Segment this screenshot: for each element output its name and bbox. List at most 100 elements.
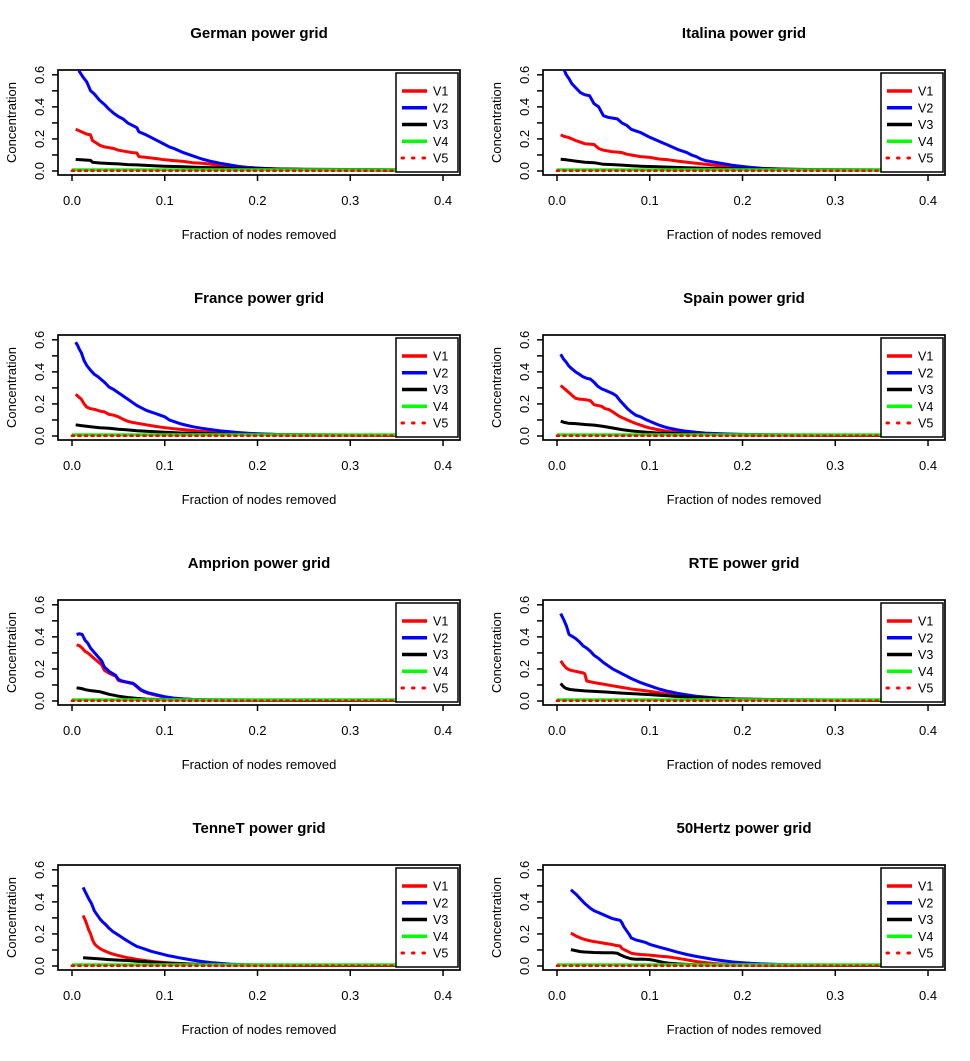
y-tick-label: 0.4 — [517, 363, 532, 381]
chart-panel-6: RTE power grid Fraction of nodes removed C… — [485, 530, 970, 795]
chart-svg: 50Hertz power grid Fraction of nodes remo… — [489, 820, 946, 1037]
x-tick-label: 0.2 — [733, 458, 751, 473]
x-tick-label: 0.2 — [248, 723, 266, 738]
y-axis-label: Concentration — [4, 877, 19, 958]
plot-frame — [542, 334, 946, 441]
x-tick-label: 0.0 — [548, 193, 566, 208]
y-tick-label: 0.2 — [32, 925, 47, 943]
chart-panel-2: Italina power grid Fraction of nodes remo… — [485, 0, 970, 265]
y-tick-label: 0.4 — [32, 98, 47, 116]
chart-title: France power grid — [194, 290, 324, 307]
chart-svg: France power grid Fraction of nodes remov… — [4, 290, 461, 507]
y-tick-label: 0.6 — [32, 331, 47, 349]
chart-title: Spain power grid — [683, 290, 805, 307]
x-tick-label: 0.3 — [341, 193, 359, 208]
legend-label-v2: V2 — [918, 896, 933, 910]
series-v1-line — [81, 914, 397, 967]
x-tick-label: 0.0 — [548, 458, 566, 473]
x-tick-label: 0.4 — [919, 723, 937, 738]
x-tick-label: 0.1 — [641, 988, 659, 1003]
legend-label-v5: V5 — [433, 682, 448, 696]
legend-label-v1: V1 — [433, 880, 448, 894]
chart-svg: RTE power grid Fraction of nodes removed C… — [489, 555, 946, 772]
series-v2-line — [76, 632, 397, 702]
x-axis-label: Fraction of nodes removed — [667, 227, 822, 242]
plot-frame — [542, 69, 946, 176]
x-tick-label: 0.4 — [919, 458, 937, 473]
x-tick-label: 0.3 — [826, 988, 844, 1003]
chart-svg: Italina power grid Fraction of nodes remo… — [489, 25, 946, 242]
x-tick-label: 0.2 — [733, 988, 751, 1003]
y-axis-label: Concentration — [489, 347, 504, 428]
chart-panel-5: Amprion power grid Fraction of nodes remo… — [0, 530, 485, 795]
legend-label-v3: V3 — [433, 118, 448, 132]
plot-frame — [57, 334, 461, 441]
y-tick-label: 0.0 — [32, 957, 47, 975]
legend-label-v1: V1 — [433, 350, 448, 364]
y-tick-label: 0.6 — [32, 861, 47, 879]
chart-title: TenneT power grid — [192, 820, 325, 837]
chart-panel-3: France power grid Fraction of nodes remov… — [0, 265, 485, 530]
plot-frame — [542, 864, 946, 971]
y-tick-label: 0.6 — [32, 66, 47, 84]
series-v2-line — [562, 70, 882, 172]
y-tick-label: 0.0 — [517, 427, 532, 445]
y-tick-label: 0.2 — [32, 130, 47, 148]
chart-title: Italina power grid — [682, 25, 806, 42]
x-tick-label: 0.3 — [341, 988, 359, 1003]
legend-label-v5: V5 — [918, 152, 933, 166]
x-tick-label: 0.4 — [434, 988, 452, 1003]
legend-label-v3: V3 — [433, 648, 448, 662]
series-v2-line — [77, 70, 397, 172]
y-tick-label: 0.0 — [32, 692, 47, 710]
x-tick-label: 0.2 — [733, 723, 751, 738]
y-axis-label: Concentration — [489, 82, 504, 163]
x-axis-label: Fraction of nodes removed — [182, 1022, 337, 1037]
y-tick-label: 0.0 — [517, 162, 532, 180]
y-tick-label: 0.6 — [517, 861, 532, 879]
x-axis-label: Fraction of nodes removed — [182, 492, 337, 507]
legend-label-v4: V4 — [433, 665, 448, 679]
y-tick-label: 0.2 — [517, 395, 532, 413]
y-tick-label: 0.0 — [517, 957, 532, 975]
series-v2-line — [559, 353, 882, 437]
y-tick-label: 0.4 — [32, 363, 47, 381]
y-tick-label: 0.4 — [32, 628, 47, 646]
x-axis-label: Fraction of nodes removed — [667, 757, 822, 772]
legend-label-v5: V5 — [433, 417, 448, 431]
series-v3-line — [560, 419, 882, 437]
chart-svg: TenneT power grid Fraction of nodes remov… — [4, 820, 461, 1037]
x-tick-label: 0.1 — [156, 458, 174, 473]
legend-label-v4: V4 — [918, 400, 933, 414]
x-tick-label: 0.2 — [248, 988, 266, 1003]
x-tick-label: 0.2 — [248, 458, 266, 473]
x-tick-label: 0.1 — [156, 723, 174, 738]
x-tick-label: 0.4 — [919, 988, 937, 1003]
legend-label-v3: V3 — [918, 118, 933, 132]
legend-label-v2: V2 — [918, 631, 933, 645]
x-tick-label: 0.0 — [63, 193, 81, 208]
legend-label-v1: V1 — [918, 85, 933, 99]
legend-label-v4: V4 — [433, 930, 448, 944]
y-tick-label: 0.6 — [517, 596, 532, 614]
chart-svg: Amprion power grid Fraction of nodes remo… — [4, 555, 461, 772]
x-tick-label: 0.3 — [826, 458, 844, 473]
x-tick-label: 0.2 — [733, 193, 751, 208]
legend-label-v3: V3 — [433, 383, 448, 397]
y-axis-label: Concentration — [4, 347, 19, 428]
y-tick-label: 0.6 — [517, 66, 532, 84]
x-axis-label: Fraction of nodes removed — [667, 492, 822, 507]
legend-box — [880, 72, 944, 173]
chart-svg: German power grid Fraction of nodes remov… — [4, 25, 461, 242]
legend-label-v5: V5 — [433, 152, 448, 166]
legend-label-v5: V5 — [918, 417, 933, 431]
y-axis-label: Concentration — [4, 612, 19, 693]
legend-label-v1: V1 — [918, 615, 933, 629]
x-axis-label: Fraction of nodes removed — [182, 227, 337, 242]
chart-panel-7: TenneT power grid Fraction of nodes remov… — [0, 795, 485, 1061]
x-tick-label: 0.4 — [434, 458, 452, 473]
y-tick-label: 0.4 — [517, 98, 532, 116]
legend-label-v5: V5 — [918, 947, 933, 961]
y-tick-label: 0.6 — [32, 596, 47, 614]
legend-label-v4: V4 — [918, 930, 933, 944]
